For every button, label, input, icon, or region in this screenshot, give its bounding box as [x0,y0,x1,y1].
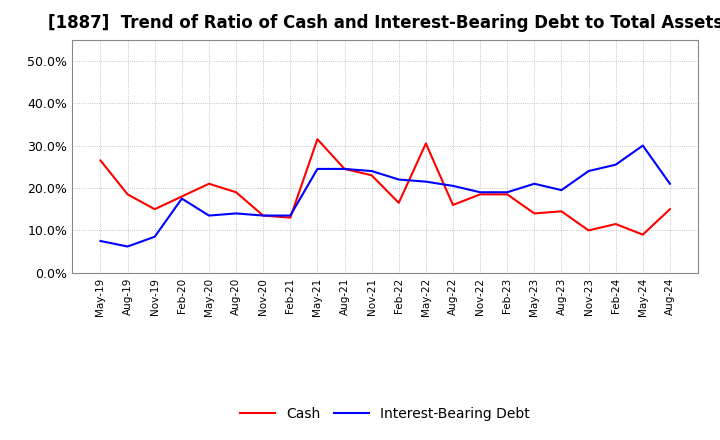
Cash [421,141,430,146]
Interest-Bearing Debt [232,211,240,216]
Cash [611,221,620,227]
Title: [1887]  Trend of Ratio of Cash and Interest-Bearing Debt to Total Assets: [1887] Trend of Ratio of Cash and Intere… [48,15,720,33]
Interest-Bearing Debt [584,169,593,174]
Cash [232,190,240,195]
Interest-Bearing Debt [96,238,105,244]
Interest-Bearing Debt [204,213,213,218]
Interest-Bearing Debt [557,187,566,193]
Legend: Cash, Interest-Bearing Debt: Cash, Interest-Bearing Debt [235,401,536,426]
Cash [503,192,511,197]
Interest-Bearing Debt [313,166,322,172]
Cash [123,192,132,197]
Cash [665,206,674,212]
Cash [476,192,485,197]
Cash [367,172,376,178]
Line: Interest-Bearing Debt: Interest-Bearing Debt [101,146,670,246]
Interest-Bearing Debt [367,169,376,174]
Interest-Bearing Debt [259,213,268,218]
Interest-Bearing Debt [341,166,349,172]
Cash [341,166,349,172]
Cash [286,215,294,220]
Cash [530,211,539,216]
Interest-Bearing Debt [286,213,294,218]
Interest-Bearing Debt [665,181,674,187]
Line: Cash: Cash [101,139,670,235]
Cash [639,232,647,237]
Interest-Bearing Debt [395,177,403,182]
Interest-Bearing Debt [178,196,186,201]
Interest-Bearing Debt [611,162,620,167]
Interest-Bearing Debt [503,190,511,195]
Interest-Bearing Debt [476,190,485,195]
Cash [557,209,566,214]
Interest-Bearing Debt [639,143,647,148]
Cash [449,202,457,208]
Cash [259,213,268,218]
Interest-Bearing Debt [530,181,539,187]
Interest-Bearing Debt [449,183,457,188]
Cash [584,228,593,233]
Cash [150,206,159,212]
Cash [395,200,403,205]
Cash [313,136,322,142]
Interest-Bearing Debt [421,179,430,184]
Cash [96,158,105,163]
Interest-Bearing Debt [150,234,159,239]
Interest-Bearing Debt [123,244,132,249]
Cash [204,181,213,187]
Cash [178,194,186,199]
